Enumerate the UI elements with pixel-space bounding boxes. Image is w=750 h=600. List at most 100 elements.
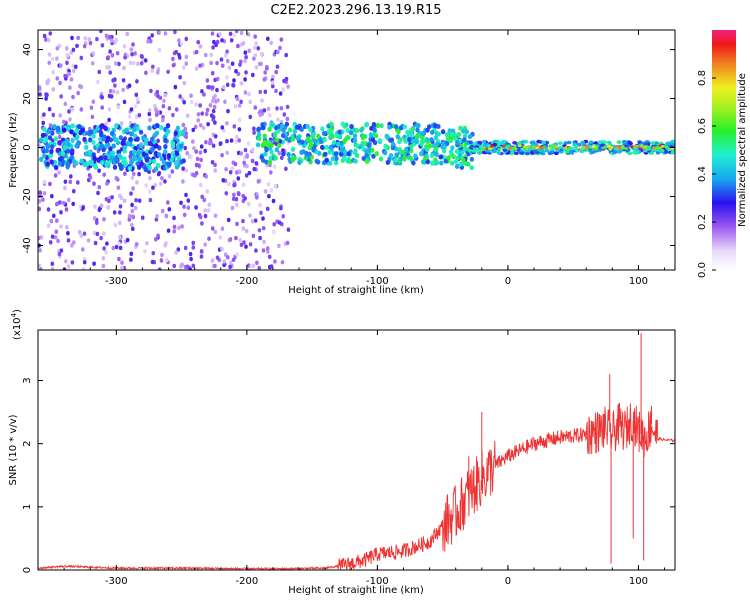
heatmap-cell bbox=[138, 129, 144, 135]
heatmap-cell bbox=[38, 199, 42, 204]
heatmap-cell bbox=[111, 78, 115, 83]
heatmap-cell bbox=[183, 245, 188, 251]
heatmap-cell bbox=[166, 200, 170, 205]
y-tick-label: 0 bbox=[22, 144, 33, 150]
heatmap-cell bbox=[38, 137, 44, 143]
heatmap-cell bbox=[513, 147, 518, 151]
heatmap-cell bbox=[461, 128, 466, 134]
heatmap-cell bbox=[200, 89, 204, 94]
heatmap-cell bbox=[76, 180, 80, 185]
heatmap-cell bbox=[269, 188, 274, 193]
heatmap-cell bbox=[118, 245, 123, 251]
heatmap-cell bbox=[63, 179, 68, 184]
heatmap-cell bbox=[254, 195, 259, 200]
heatmap-cell bbox=[247, 48, 251, 53]
heatmap-cell bbox=[340, 121, 346, 127]
heatmap-cell bbox=[263, 151, 268, 157]
heatmap-cell bbox=[225, 58, 230, 64]
heatmap-cell bbox=[51, 70, 55, 75]
heatmap-cell bbox=[425, 127, 430, 133]
heatmap-cell bbox=[181, 179, 185, 184]
heatmap-cell bbox=[136, 150, 141, 156]
heatmap-cell bbox=[264, 147, 269, 153]
heatmap-cell bbox=[113, 156, 119, 163]
heatmap-cell bbox=[215, 87, 219, 93]
heatmap-cell bbox=[208, 103, 213, 108]
heatmap-cell bbox=[183, 126, 188, 132]
heatmap-cell bbox=[77, 124, 82, 130]
snr-x-ticks: -300 -200 -100 0 100 bbox=[37, 330, 666, 587]
heatmap-cell bbox=[205, 189, 210, 194]
heatmap-cell bbox=[208, 137, 213, 143]
heatmap-cell bbox=[138, 143, 144, 149]
x-tick-label: 100 bbox=[629, 576, 648, 587]
heatmap-cell bbox=[244, 70, 248, 75]
heatmap-cell bbox=[226, 255, 230, 260]
heatmap-cell bbox=[83, 36, 88, 41]
heatmap-cell bbox=[276, 124, 281, 129]
heatmap-cell bbox=[67, 109, 71, 114]
heatmap-cell bbox=[228, 170, 233, 175]
heatmap-cell bbox=[66, 264, 71, 269]
heatmap-cell bbox=[670, 139, 675, 144]
heatmap-cell bbox=[191, 139, 195, 144]
heatmap-cell bbox=[602, 140, 607, 144]
heatmap-cell bbox=[38, 85, 42, 90]
heatmap-cell bbox=[120, 140, 125, 146]
heatmap-cell bbox=[251, 233, 256, 239]
heatmap-cell bbox=[186, 198, 191, 203]
heatmap-cell bbox=[311, 131, 316, 137]
heatmap-cell bbox=[110, 150, 116, 156]
heatmap-cell bbox=[95, 36, 99, 42]
heatmap-cell bbox=[606, 144, 611, 148]
heatmap-cell bbox=[305, 124, 310, 129]
heatmap-cell bbox=[117, 241, 121, 247]
heatmap-cell bbox=[120, 265, 124, 270]
heatmap-cell bbox=[48, 123, 53, 128]
heatmap-cell bbox=[409, 132, 415, 138]
heatmap-cell bbox=[108, 49, 112, 54]
heatmap-cell bbox=[44, 96, 48, 101]
heatmap-cell bbox=[449, 131, 454, 137]
heatmap-cell bbox=[99, 235, 103, 241]
heatmap-cell bbox=[532, 149, 537, 153]
heatmap-cell bbox=[181, 158, 186, 164]
heatmap-cell bbox=[588, 140, 594, 145]
heatmap-cell bbox=[255, 142, 261, 148]
x-tick-label: -100 bbox=[366, 576, 389, 587]
heatmap-cell bbox=[663, 150, 669, 154]
heatmap-cell bbox=[394, 152, 399, 158]
heatmap-cell bbox=[263, 89, 268, 95]
heatmap-cell bbox=[427, 143, 433, 149]
heatmap-cell bbox=[200, 249, 204, 254]
heatmap-cell bbox=[241, 226, 246, 231]
heatmap-cell bbox=[130, 222, 134, 228]
heatmap-cell bbox=[554, 151, 559, 156]
heatmap-cell bbox=[82, 231, 87, 236]
heatmap-cell bbox=[98, 136, 103, 142]
heatmap-cell bbox=[241, 182, 246, 187]
heatmap-cell bbox=[268, 113, 272, 118]
heatmap-cell bbox=[105, 65, 109, 70]
heatmap-cell bbox=[220, 246, 224, 252]
colorbar: 0.0 0.2 0.4 0.6 0.8 Normalized spectral ampl… bbox=[697, 30, 748, 278]
heatmap-cell bbox=[274, 137, 280, 143]
heatmap-cell bbox=[226, 217, 231, 223]
heatmap-cell bbox=[117, 61, 121, 67]
heatmap-cell bbox=[136, 164, 142, 170]
heatmap-cell bbox=[39, 235, 44, 240]
heatmap-cell bbox=[129, 257, 133, 262]
heatmap-cell bbox=[96, 157, 101, 163]
heatmap-cell bbox=[160, 208, 165, 214]
heatmap-cell bbox=[311, 147, 316, 153]
heatmap-cell bbox=[233, 104, 238, 109]
heatmap-cell bbox=[109, 130, 115, 136]
heatmap-cell bbox=[213, 93, 217, 99]
heatmap-cell bbox=[206, 84, 210, 90]
heatmap-cell bbox=[276, 49, 280, 55]
heatmap-cell bbox=[125, 31, 129, 37]
heatmap-cell bbox=[144, 70, 148, 76]
heatmap-cell bbox=[339, 147, 345, 153]
heatmap-cell bbox=[284, 52, 289, 58]
heatmap-cell bbox=[184, 54, 189, 60]
